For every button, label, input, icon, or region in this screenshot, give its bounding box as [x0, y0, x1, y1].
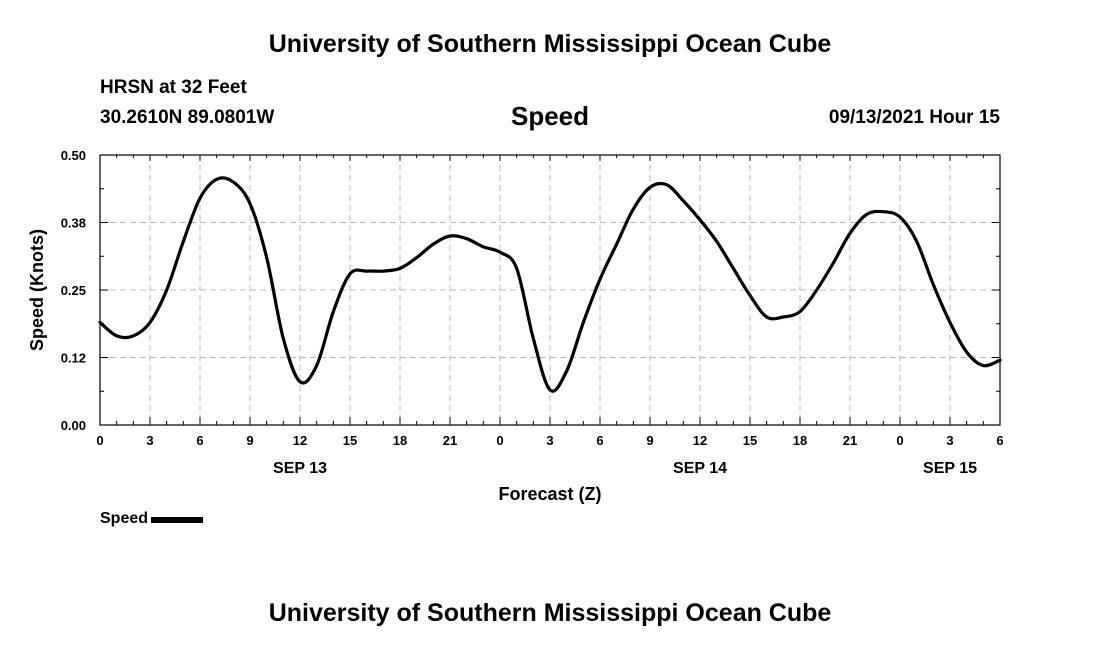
legend-label-speed: Speed [100, 510, 149, 527]
x-tick-label: 21 [843, 433, 857, 448]
x-tick-label: 0 [96, 433, 103, 448]
y-tick-label: 0.38 [61, 216, 86, 231]
x-tick-label: 9 [246, 433, 253, 448]
x-tick-label: 18 [393, 433, 407, 448]
x-tick-label: 0 [896, 433, 903, 448]
x-tick-label: 3 [546, 433, 553, 448]
series-line-speed [98, 176, 1002, 393]
x-date-label: SEP 14 [673, 460, 727, 477]
x-axis-title: Forecast (Z) [498, 484, 601, 504]
x-date-label: SEP 15 [923, 460, 977, 477]
x-tick-label: 21 [443, 433, 457, 448]
y-axis-title: Speed (Knots) [27, 229, 47, 351]
datetime-label: 09/13/2021 Hour 15 [828, 107, 1000, 128]
chart-legend: Speed [100, 510, 204, 528]
x-tick-label: 6 [196, 433, 203, 448]
x-tick-label: 9 [646, 433, 653, 448]
x-date-label: SEP 13 [273, 460, 327, 477]
coordinates-label: 30.2610N 89.0801W [100, 107, 275, 128]
series-layer [98, 176, 1002, 393]
x-tick-label: 0 [496, 433, 503, 448]
grid-lines [100, 155, 1000, 425]
x-tick-label: 15 [343, 433, 357, 448]
y-tick-label: 0.12 [61, 351, 86, 366]
x-tick-label: 12 [293, 433, 307, 448]
x-tick-label: 12 [693, 433, 707, 448]
chart-footer-title: University of Southern Mississippi Ocean… [268, 599, 832, 627]
chart-header-title: University of Southern Mississippi Ocean… [268, 30, 832, 58]
x-tick-label: 3 [146, 433, 153, 448]
station-label: HRSN at 32 Feet [100, 77, 247, 98]
x-tick-label: 6 [596, 433, 603, 448]
x-tick-label: 3 [946, 433, 953, 448]
legend-swatch-speed [151, 517, 204, 523]
x-tick-label: 15 [743, 433, 757, 448]
y-tick-label: 0.50 [61, 148, 86, 163]
parameter-title: Speed [510, 101, 590, 131]
y-tick-label: 0.25 [61, 283, 86, 298]
y-tick-label: 0.00 [61, 418, 86, 433]
axis-ticks: 0 3 6 9 12 15 18 21 0 3 6 9 12 15 18 21 0 3 6 SEP 13 SEP 14 S… [61, 148, 1004, 477]
x-tick-label: 18 [793, 433, 807, 448]
x-tick-label: 6 [996, 433, 1003, 448]
